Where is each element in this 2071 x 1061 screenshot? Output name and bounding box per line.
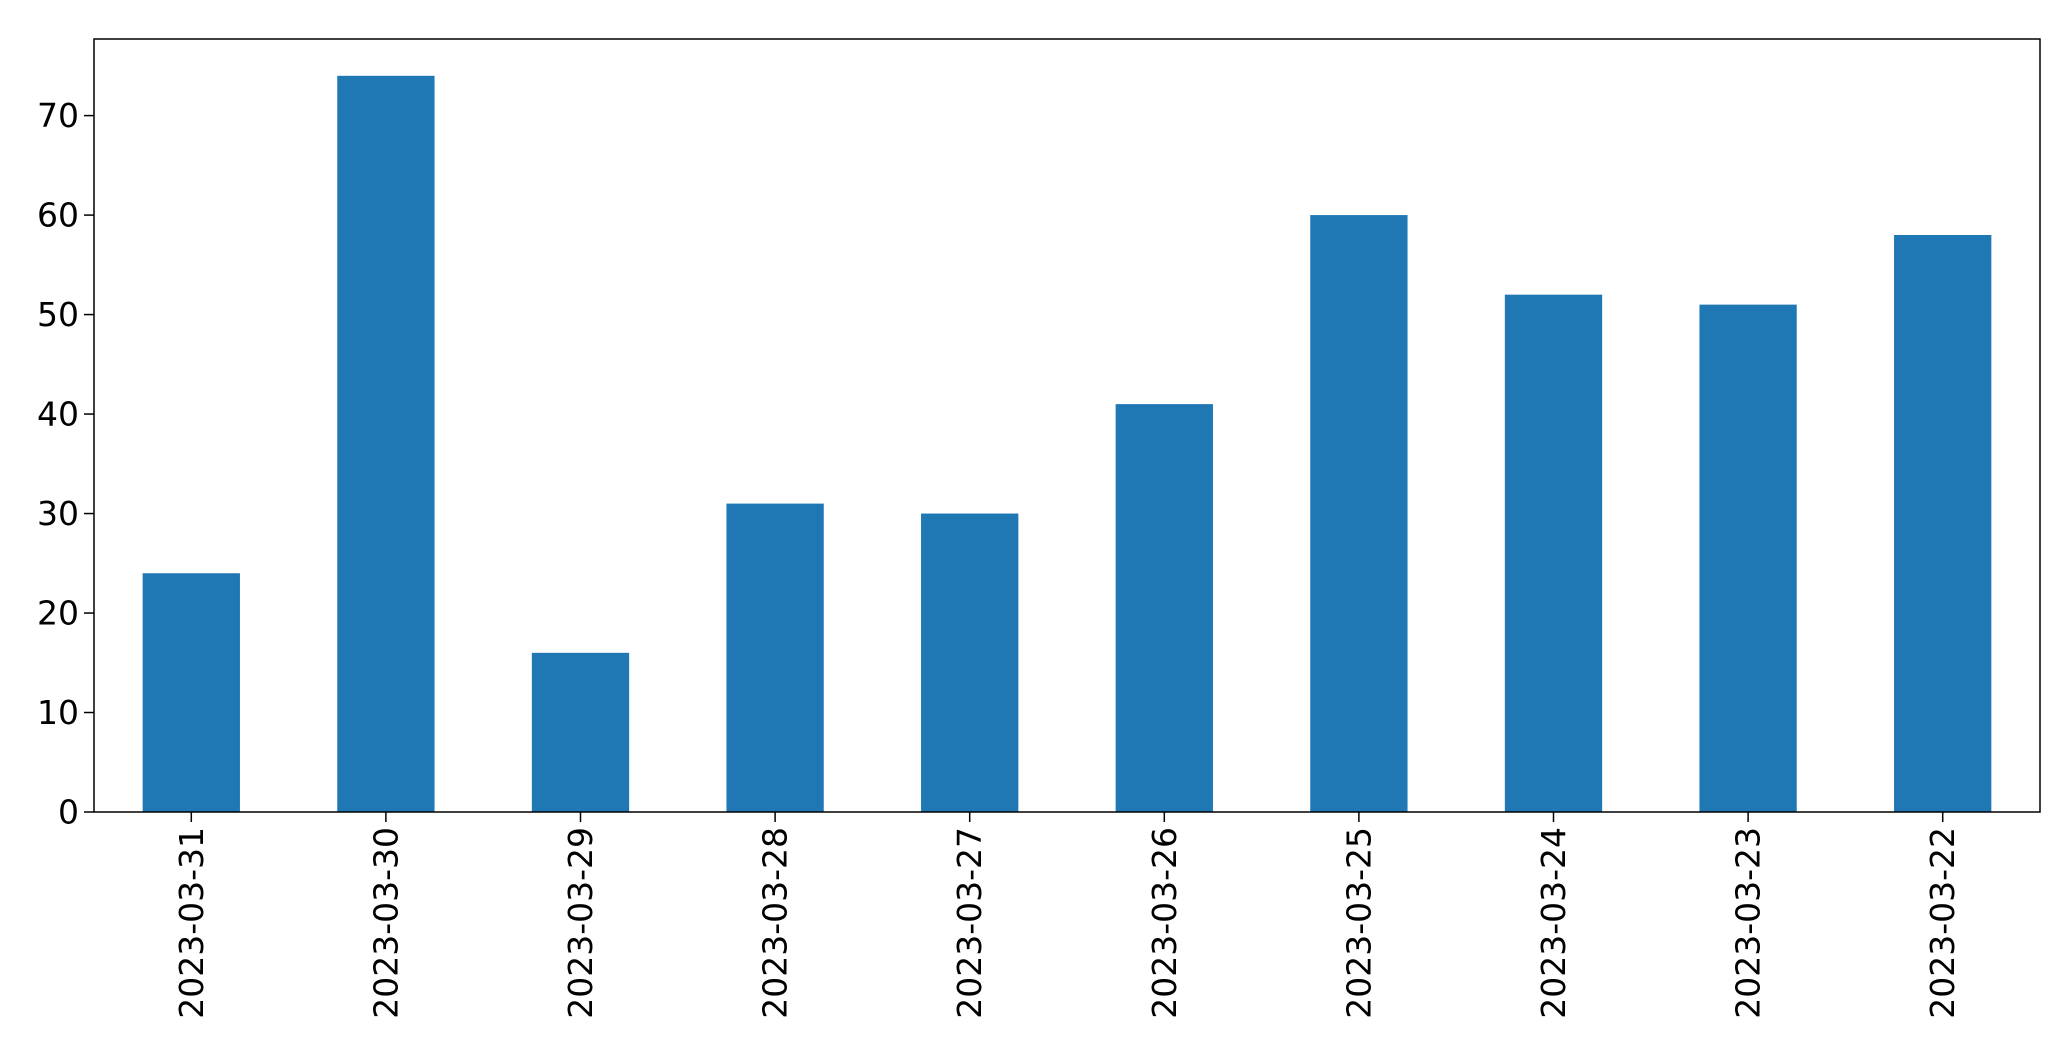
y-tick-label: 20 <box>37 594 79 633</box>
x-tick-label: 2023-03-23 <box>1729 827 1768 1019</box>
y-tick-label: 60 <box>37 196 79 235</box>
x-tick-label: 2023-03-26 <box>1145 827 1184 1019</box>
bar-2023-03-23 <box>1699 304 1797 812</box>
bar-2023-03-29 <box>531 652 630 812</box>
x-tick-label: 2023-03-27 <box>950 827 989 1019</box>
bars-group <box>142 75 1992 813</box>
y-tick-label: 50 <box>37 295 79 334</box>
bar-2023-03-25 <box>1310 215 1408 812</box>
x-tick-label: 2023-03-22 <box>1923 827 1962 1019</box>
y-tick-label: 30 <box>37 494 79 533</box>
y-tick-label: 40 <box>37 395 79 434</box>
x-tick-label: 2023-03-29 <box>561 827 600 1019</box>
bar-2023-03-31 <box>142 573 240 812</box>
y-tick-label: 10 <box>37 693 79 732</box>
bar-2023-03-30 <box>337 75 435 813</box>
x-tick-label: 2023-03-24 <box>1534 827 1573 1019</box>
x-tick-label: 2023-03-28 <box>756 827 795 1019</box>
x-tick-label: 2023-03-25 <box>1339 827 1378 1019</box>
axes-frame <box>93 38 2041 813</box>
bar-2023-03-27 <box>921 513 1019 812</box>
bar-2023-03-24 <box>1504 294 1603 812</box>
bar-2023-03-26 <box>1115 404 1213 812</box>
x-tick-label: 2023-03-30 <box>366 827 405 1019</box>
y-tick-label: 70 <box>37 96 79 135</box>
x-axis: 2023-03-31 2023-03-30 2023-03-29 2023-03-28… <box>172 812 1962 1019</box>
y-tick-label: 0 <box>58 793 79 832</box>
y-axis: 0 10 20 30 40 50 60 70 <box>37 96 94 832</box>
bar-2023-03-22 <box>1894 234 1992 812</box>
x-tick-label: 2023-03-31 <box>172 827 211 1019</box>
bar-2023-03-28 <box>726 503 824 812</box>
